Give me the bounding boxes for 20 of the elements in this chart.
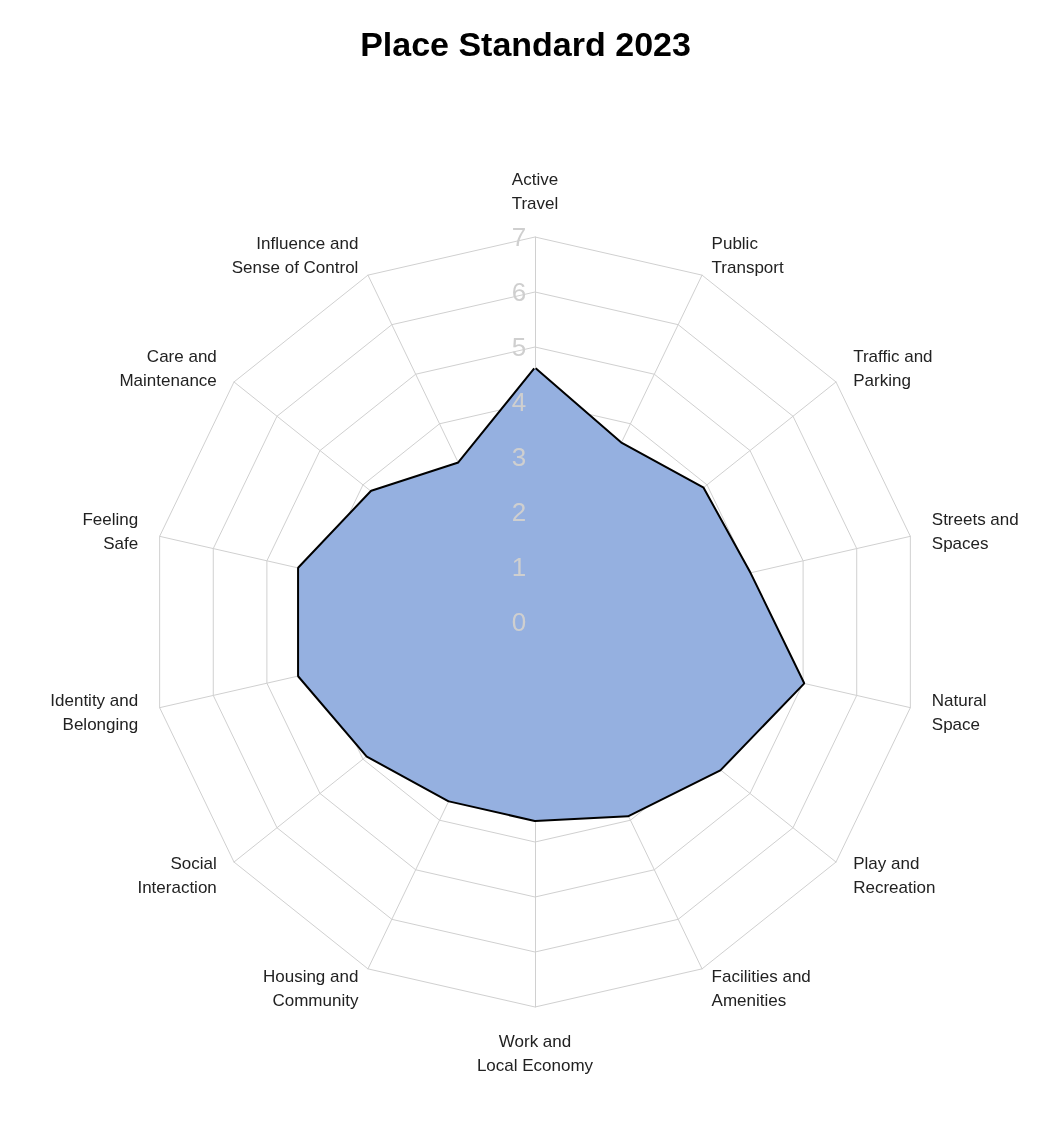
y-tick-label: 0	[511, 607, 527, 637]
spoke-label: Public Transport	[711, 233, 784, 277]
spoke-label: Influence and Sense of Control	[231, 233, 359, 277]
spoke-label: Housing and Community	[262, 967, 359, 1011]
spoke-label: Feeling Safe	[82, 509, 139, 553]
spoke-label: Work and Local Economy	[476, 1031, 594, 1075]
y-tick-label: 1	[511, 552, 527, 582]
spoke-label: Identity and Belonging	[50, 691, 139, 735]
spoke-label: Streets and Spaces	[931, 509, 1019, 553]
spoke-label: Natural Space	[931, 691, 987, 735]
spoke-label: Play and Recreation	[853, 854, 936, 898]
spoke-label: Facilities and Amenities	[711, 967, 811, 1011]
spoke-label: Traffic and Parking	[853, 346, 933, 390]
y-tick-label: 3	[511, 442, 527, 472]
chart-title: Place Standard 2023	[360, 25, 691, 63]
spoke-label: Active Travel	[511, 169, 559, 213]
spoke-label: Social Interaction	[137, 854, 217, 898]
y-tick-label: 4	[511, 387, 527, 417]
y-tick-label: 2	[511, 497, 527, 527]
spoke-label: Care and Maintenance	[119, 346, 217, 390]
